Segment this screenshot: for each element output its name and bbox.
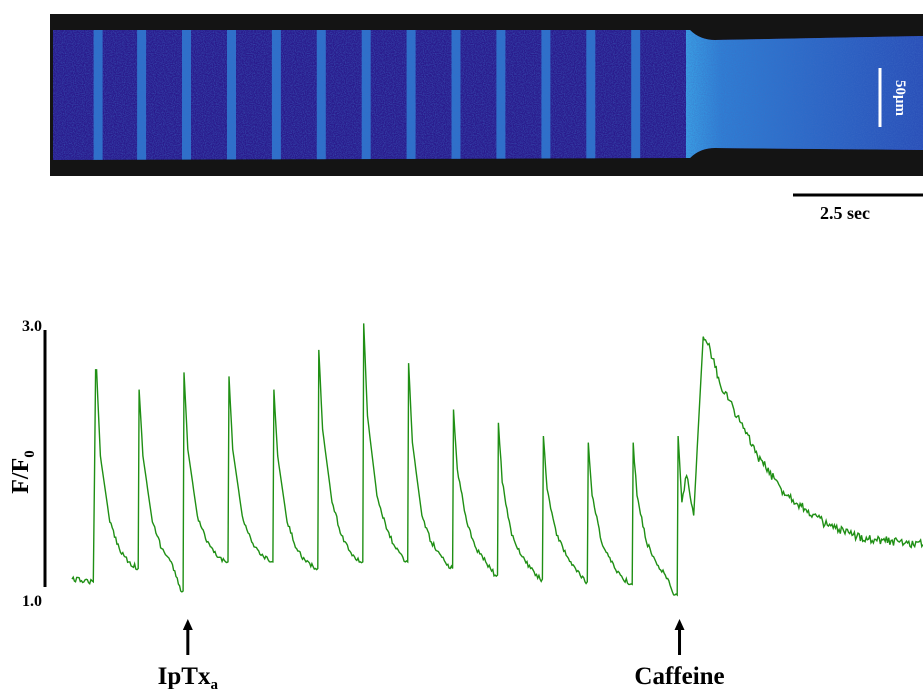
y-tick-top: 3.0 bbox=[22, 318, 42, 335]
annotation-arrow-head bbox=[182, 619, 193, 630]
fluorescence-trace bbox=[71, 323, 923, 597]
time-scale-label: 2.5 sec bbox=[820, 203, 870, 223]
noise-texture bbox=[53, 30, 923, 160]
annotation-label-main: Caffeine bbox=[634, 663, 724, 689]
y-tick-bottom: 1.0 bbox=[22, 593, 42, 610]
annotation-arrow-head bbox=[674, 619, 685, 630]
annotation-label-sub: a bbox=[210, 677, 218, 689]
spatial-scale-label: 50μm bbox=[892, 80, 908, 117]
annotation-caffeine: Caffeine bbox=[634, 619, 725, 689]
annotation-label: Caffeine bbox=[634, 663, 724, 689]
linescan-image: 50μm bbox=[50, 14, 923, 176]
y-axis-label: F/F0 bbox=[8, 450, 38, 494]
annotation-label: IpTxa bbox=[158, 663, 219, 689]
y-axis-label-main: F/F bbox=[8, 458, 34, 494]
annotation-label-main: IpTx bbox=[158, 663, 211, 689]
annotation-iptx: IpTxa bbox=[158, 619, 219, 689]
trace-plot bbox=[71, 323, 923, 597]
y-axis: 3.0 1.0 F/F0 bbox=[8, 318, 47, 610]
annotations: IpTxa Caffeine bbox=[158, 619, 725, 689]
y-axis-label-sub: 0 bbox=[22, 450, 38, 458]
time-scale: 2.5 sec bbox=[793, 193, 923, 223]
